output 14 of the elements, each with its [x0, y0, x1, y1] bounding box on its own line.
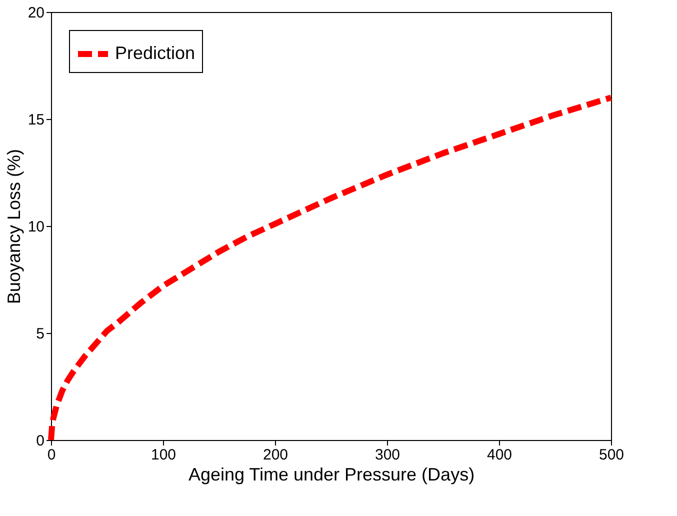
x-tick-label: 200	[262, 446, 288, 464]
x-tick-label: 0	[47, 446, 56, 464]
y-tick-label: 5	[36, 326, 44, 342]
x-tick-label: 100	[150, 446, 176, 464]
y-tick-label: 10	[28, 218, 44, 236]
x-tick-label: 400	[486, 446, 512, 464]
legend-label: Prediction	[115, 43, 196, 63]
x-axis-title: Ageing Time under Pressure (Days)	[188, 464, 475, 484]
y-tick-label: 20	[28, 4, 44, 22]
y-tick-label: 15	[28, 112, 44, 128]
x-tick-label: 500	[598, 446, 624, 464]
y-axis-title: Buoyancy Loss (%)	[4, 148, 24, 304]
x-tick-label: 300	[374, 446, 400, 464]
y-tick-label: 0	[36, 432, 44, 450]
